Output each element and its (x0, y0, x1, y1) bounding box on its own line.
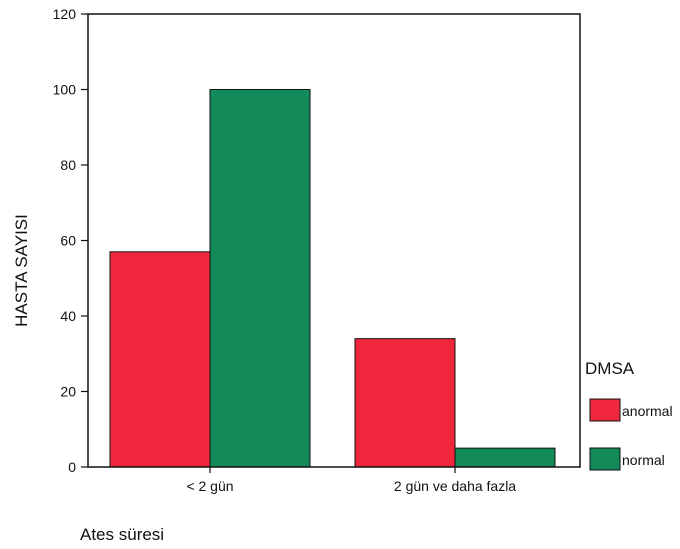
y-tick-label: 100 (53, 82, 77, 98)
legend-swatch-anormal (589, 398, 621, 422)
y-axis-ticks: 0 20 40 60 80 100 120 (53, 6, 88, 475)
bar-normal-1 (209, 89, 311, 468)
y-tick-label: 40 (60, 308, 76, 324)
y-tick-label: 120 (53, 6, 77, 22)
legend: DMSA anormal normal (585, 359, 673, 471)
x-axis-title: Ates süresi (80, 525, 164, 544)
legend-swatch-normal (589, 447, 621, 471)
legend-title: DMSA (585, 359, 635, 378)
bar-series (109, 89, 556, 468)
y-tick-label: 20 (60, 384, 76, 400)
bar-anormal-2 (354, 338, 456, 468)
y-tick-label: 80 (60, 157, 76, 173)
bar-normal-2 (454, 447, 556, 468)
x-tick-label: < 2 gün (186, 478, 233, 494)
legend-label-anormal: anormal (622, 403, 673, 419)
legend-label-normal: normal (622, 452, 665, 468)
y-tick-label: 0 (68, 459, 76, 475)
y-axis-title: HASTA SAYISI (12, 214, 31, 327)
plot-area-frame (87, 13, 581, 468)
x-axis-ticks: < 2 gün 2 gün ve daha fazla (186, 467, 516, 494)
bar-anormal-1 (109, 251, 211, 468)
y-tick-label: 60 (60, 233, 76, 249)
x-tick-label: 2 gün ve daha fazla (394, 478, 516, 494)
